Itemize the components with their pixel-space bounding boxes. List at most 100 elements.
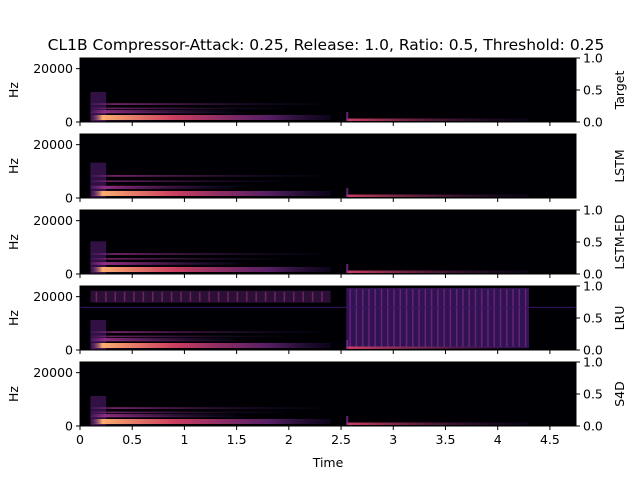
- x-axis-label: Time: [312, 455, 344, 470]
- artifact-stripe: [361, 289, 364, 347]
- artifact-dash: [208, 291, 210, 302]
- y-tick-label: 0: [65, 267, 73, 282]
- second-event-onset: [346, 112, 349, 121]
- artifact-stripe: [424, 289, 427, 347]
- fundamental-band: [90, 191, 331, 196]
- artifact-dash: [189, 291, 192, 302]
- x-tick-label: 1.5: [227, 432, 247, 447]
- second-band: [90, 414, 235, 417]
- harmonic-band: [90, 107, 283, 110]
- artifact-stripe: [393, 289, 395, 347]
- y-tick-label: 20000: [33, 213, 73, 228]
- fundamental-band: [90, 115, 331, 120]
- harmonic-band: [90, 258, 283, 260]
- x-tick-label: 0: [76, 432, 84, 447]
- artifact-stripe: [399, 289, 402, 347]
- artifact-dash: [255, 291, 257, 302]
- chart-title: CL1B Compressor-Attack: 0.25, Release: 1…: [48, 36, 605, 54]
- artifact-dash: [264, 291, 267, 302]
- x-tick-label: 2.5: [331, 432, 351, 447]
- artifact-stripe: [506, 289, 508, 347]
- y-axis-label: Hz: [6, 234, 21, 250]
- artifact-stripe: [462, 289, 464, 347]
- y-axis-label: Hz: [6, 158, 21, 174]
- artifact-dash: [311, 291, 314, 302]
- second-event-band: [346, 118, 530, 121]
- artifact-dash: [105, 291, 107, 302]
- y-tick-label: 0: [65, 419, 73, 434]
- y-tick-label: 20000: [33, 137, 73, 152]
- right-tick-label: 0.0: [583, 419, 603, 434]
- right-tick-label: 0.0: [583, 267, 603, 282]
- fundamental-band: [90, 419, 331, 424]
- artifact-stripe: [430, 289, 433, 347]
- artifact-stripe: [480, 289, 483, 347]
- y-axis-label: Hz: [6, 386, 21, 402]
- artifact-stripe: [499, 289, 502, 347]
- artifact-dash: [142, 291, 145, 302]
- artifact-dash: [246, 291, 248, 302]
- artifact-stripe: [405, 289, 408, 347]
- panel-target: 0 20000 Hz 0.0 0.5 1.0 Target: [6, 51, 627, 130]
- artifact-dash: [152, 291, 154, 302]
- artifact-stripe: [512, 289, 514, 347]
- panel-s4d: 0 20000 Hz 0.0 0.5 1.0 S4D: [6, 355, 627, 434]
- harmonic-band: [90, 335, 283, 338]
- artifact-dash: [133, 291, 135, 302]
- second-event-band: [346, 422, 530, 425]
- artifact-stripe: [443, 289, 445, 347]
- artifact-stripe: [474, 289, 477, 347]
- panel-name: LRU: [612, 306, 627, 331]
- y-tick-label: 20000: [33, 289, 73, 304]
- artifact-dash: [123, 291, 126, 302]
- right-tick-label: 1.0: [583, 203, 603, 218]
- artifact-stripe: [386, 289, 389, 347]
- onset-burst: [90, 320, 107, 350]
- second-event-onset: [346, 416, 349, 425]
- x-tick-label: 3.5: [436, 432, 456, 447]
- artifact-stripe: [412, 289, 414, 347]
- artifact-dash: [199, 291, 201, 302]
- artifact-dash: [283, 291, 286, 302]
- artifact-dash: [217, 291, 220, 302]
- right-tick-label: 0.5: [583, 83, 603, 98]
- y-tick-label: 0: [65, 115, 73, 130]
- x-tick-label: 1: [180, 432, 188, 447]
- x-tick-label: 2: [285, 432, 293, 447]
- artifact-dash: [227, 291, 229, 302]
- second-event-band: [346, 194, 530, 197]
- harmonic-band: [90, 175, 319, 177]
- axes-frame: [79, 133, 577, 199]
- artifact-dash: [321, 291, 323, 302]
- harmonic-band: [90, 407, 319, 409]
- harmonic-band: [90, 331, 319, 333]
- artifact-dash: [95, 291, 98, 302]
- fundamental-band: [90, 343, 331, 348]
- artifact-dash: [170, 291, 173, 302]
- artifact-band: [90, 290, 331, 303]
- second-band: [90, 186, 235, 189]
- second-event-onset: [346, 264, 349, 273]
- right-tick-label: 1.0: [583, 51, 603, 66]
- harmonic-band: [90, 180, 283, 182]
- artifact-stripe: [449, 289, 452, 347]
- fundamental-band: [90, 267, 331, 272]
- artifact-stripe: [418, 289, 420, 347]
- right-tick-label: 0.5: [583, 387, 603, 402]
- artifact-stripe: [355, 289, 358, 347]
- artifact-dash: [302, 291, 304, 302]
- panel-name: LSTM-ED: [612, 214, 627, 269]
- y-tick-label: 0: [65, 191, 73, 206]
- artifact-stripe: [455, 289, 458, 347]
- artifact-stripe: [487, 289, 489, 347]
- artifact-stripe: [524, 289, 527, 347]
- panel-name: Target: [612, 71, 627, 111]
- panel-lstm: 0 20000 Hz LSTM: [6, 133, 627, 206]
- harmonic-band: [90, 253, 319, 255]
- second-event-band: [346, 346, 530, 349]
- second-event-onset: [346, 340, 349, 349]
- onset-burst: [90, 162, 107, 198]
- panel-name: S4D: [612, 381, 627, 407]
- artifact-stripe: [374, 289, 376, 347]
